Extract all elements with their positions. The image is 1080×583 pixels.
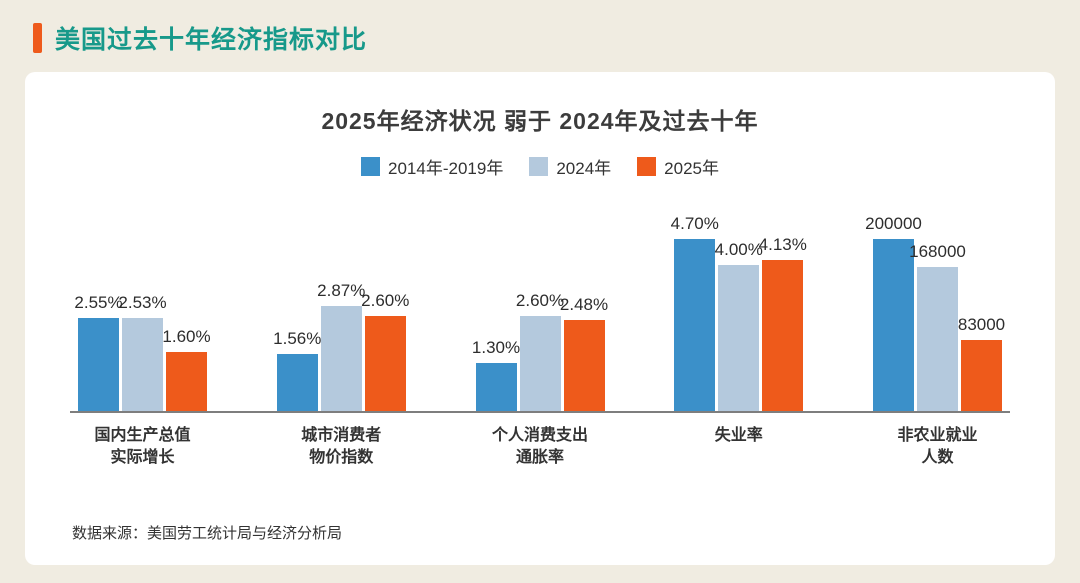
legend-item: 2014年-2019年 <box>361 154 503 179</box>
page-title: 美国过去十年经济指标对比 <box>55 26 368 54</box>
bar <box>78 318 119 411</box>
legend-swatch <box>637 157 657 176</box>
bar-column: 1.30% <box>472 338 520 411</box>
bar <box>320 306 362 411</box>
bar-column: 1.56% <box>273 329 321 411</box>
bar-value-label: 4.00% <box>714 240 763 259</box>
bar-value-label: 168000 <box>909 242 966 261</box>
bar-column: 4.13% <box>759 235 807 411</box>
bar-value-label: 2.87% <box>317 281 366 300</box>
bar <box>166 352 207 411</box>
bar <box>873 239 914 411</box>
bar-cluster: 4.70% 4.00% 4.13% <box>671 207 807 411</box>
bar-column: 2.60% <box>361 291 409 411</box>
bar <box>276 354 318 411</box>
legend-item: 2025年 <box>637 154 719 179</box>
legend-item: 2024年 <box>529 154 611 179</box>
legend-label: 2025年 <box>664 159 719 178</box>
bar-value-label: 83000 <box>957 315 1006 334</box>
category-label: 城市消费者 物价指数 <box>301 427 382 467</box>
accent-bar <box>33 23 42 53</box>
category-label: 个人消费支出 通胀率 <box>491 427 588 467</box>
bar-value-label: 2.60% <box>361 291 410 310</box>
bar-column: 4.00% <box>715 240 763 411</box>
bar-group: 1.30% 2.60% 2.48% 个人消费支出 通胀率 <box>472 207 608 470</box>
bar-group: 200000 168000 83000 非农业就业 人数 <box>865 207 1006 470</box>
chart-title: 2025年经济状况 弱于 2024年及过去十年 <box>321 108 759 134</box>
bar <box>674 239 716 411</box>
bar <box>519 316 561 411</box>
bar-column: 2.48% <box>560 295 608 411</box>
bar <box>122 318 163 411</box>
bar <box>917 267 958 411</box>
bar-column: 83000 <box>957 315 1006 411</box>
bar-value-label: 2.55% <box>74 293 123 312</box>
bar-value-label: 2.48% <box>559 295 609 314</box>
bar-cluster: 1.56% 2.87% 2.60% <box>273 207 409 411</box>
bar-column: 2.55% <box>74 293 123 411</box>
bar-column: 2.87% <box>317 281 365 411</box>
chart-legend: 2014年-2019年 2024年 2025年 <box>70 154 1010 179</box>
bar-group: 2.55% 2.53% 1.60% 国内生产总值 实际增长 <box>74 207 211 470</box>
bar-column: 1.60% <box>162 327 211 411</box>
page-header: 美国过去十年经济指标对比 <box>33 20 1055 56</box>
bar-value-label: 2.53% <box>118 293 167 312</box>
bar-group: 4.70% 4.00% 4.13% 失业率 <box>671 207 807 447</box>
bar-cluster: 2.55% 2.53% 1.60% <box>74 207 211 411</box>
legend-swatch <box>361 157 381 176</box>
bar-value-label: 1.60% <box>162 327 211 346</box>
bar-cluster: 200000 168000 83000 <box>865 207 1006 411</box>
chart-card: 2025年经济状况 弱于 2024年及过去十年 2014年-2019年 2024年… <box>25 72 1055 565</box>
bar-chart: 2.55% 2.53% 1.60% 国内生产总值 实际增长 1.56% 2.87% 2.60%… <box>70 207 1010 470</box>
legend-label: 2014年-2019年 <box>388 159 504 178</box>
category-label: 国内生产总值 实际增长 <box>94 427 191 467</box>
bar <box>762 260 804 411</box>
bar-value-label: 4.13% <box>758 235 807 254</box>
category-label: 非农业就业 人数 <box>897 427 978 467</box>
legend-label: 2024年 <box>556 159 612 178</box>
bar-column: 2.53% <box>118 293 167 411</box>
bar <box>718 265 760 411</box>
bar-cluster: 1.30% 2.60% 2.48% <box>472 207 608 411</box>
x-axis-line <box>70 411 1010 413</box>
bar-group: 1.56% 2.87% 2.60% 城市消费者 物价指数 <box>273 207 409 470</box>
bar-column: 4.70% <box>671 214 719 411</box>
bar <box>563 320 605 411</box>
source-note: 数据来源：美国劳工统计局与经济分析局 <box>72 525 343 542</box>
bar <box>364 316 406 411</box>
legend-swatch <box>529 157 549 176</box>
bar-column: 168000 <box>909 242 966 411</box>
bar-value-label: 1.30% <box>471 338 521 357</box>
bar-value-label: 1.56% <box>273 329 322 348</box>
bar-value-label: 4.70% <box>670 214 719 233</box>
bar-column: 200000 <box>865 214 922 411</box>
bar-groups: 2.55% 2.53% 1.60% 国内生产总值 实际增长 1.56% 2.87% 2.60%… <box>74 207 1006 470</box>
bar <box>475 363 517 411</box>
bar-value-label: 2.60% <box>515 291 565 310</box>
category-label: 失业率 <box>714 427 763 444</box>
bar-column: 2.60% <box>516 291 564 411</box>
bar <box>961 340 1002 411</box>
bar-value-label: 200000 <box>865 214 922 233</box>
